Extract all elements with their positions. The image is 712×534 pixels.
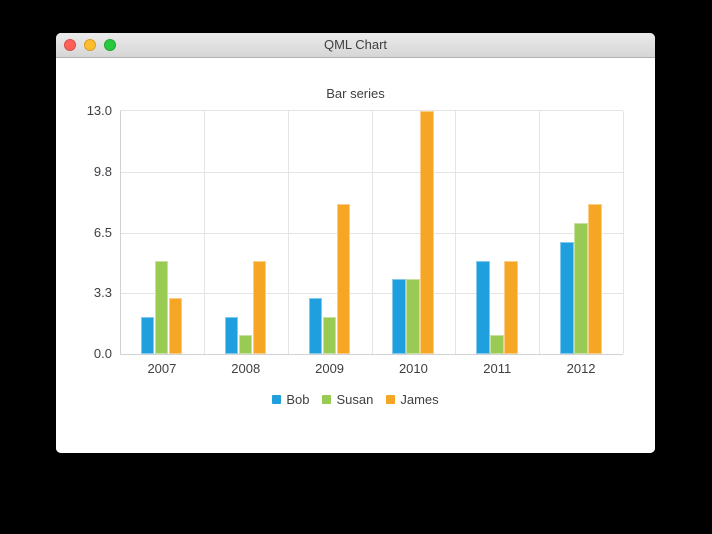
chart-title: Bar series (326, 86, 385, 101)
bar-bob-2009 (308, 297, 323, 354)
x-category-label: 2011 (483, 361, 512, 376)
x-category-label: 2012 (566, 361, 596, 376)
bar-bob-2011 (476, 260, 490, 354)
legend-marker-bob (272, 395, 282, 404)
bar-bob-2007 (140, 316, 155, 354)
v-gridline (203, 111, 205, 354)
legend-label: Bob (286, 392, 310, 407)
bar-james-2008 (252, 260, 267, 354)
legend-label: James (400, 392, 439, 407)
bar-bob-2008 (224, 316, 239, 354)
minimize-button[interactable] (84, 39, 96, 51)
bar-susan-2012 (574, 223, 588, 354)
bar-james-2009 (336, 204, 351, 354)
bar-james-2010 (420, 111, 434, 354)
legend-item-susan: Susan (322, 392, 373, 407)
x-category-label: 2010 (398, 361, 428, 376)
x-category-label: 2007 (147, 361, 177, 376)
h-gridline (120, 110, 623, 111)
v-gridline (623, 111, 624, 354)
bar-james-2012 (588, 204, 602, 354)
traffic-lights (64, 39, 116, 51)
v-gridline (455, 111, 457, 354)
v-gridline (371, 111, 373, 354)
v-gridline (120, 111, 121, 354)
y-tick-label: 6.5 (93, 224, 112, 240)
h-gridline (120, 354, 623, 355)
bar-susan-2007 (154, 260, 169, 354)
y-tick-label: 13.0 (86, 103, 112, 118)
legend-label: Susan (336, 392, 374, 407)
bar-susan-2008 (238, 335, 253, 354)
bar-susan-2009 (322, 316, 337, 354)
zoom-button[interactable] (104, 39, 116, 51)
x-category-label: 2009 (315, 361, 345, 376)
x-category-label: 2008 (231, 361, 261, 376)
window-title: QML Chart (323, 37, 388, 52)
bar-bob-2010 (392, 279, 406, 354)
legend-marker-james (386, 395, 396, 404)
legend-marker-susan (322, 395, 332, 404)
bar-james-2011 (504, 260, 518, 354)
bar-james-2007 (168, 297, 183, 354)
v-gridline (287, 111, 289, 354)
bar-bob-2012 (560, 241, 574, 354)
chart-legend: Bob Susan James (56, 392, 655, 407)
legend-item-bob: Bob (272, 392, 309, 407)
bar-chart: Bar series Bob Susan James 0.0 3.3 6.5 9.8 13.… (56, 58, 655, 453)
window-titlebar[interactable]: QML Chart (56, 33, 655, 58)
y-tick-label: 9.8 (93, 163, 112, 179)
v-gridline (539, 111, 541, 354)
y-tick-label: 3.3 (93, 285, 112, 301)
y-tick-label: 0.0 (93, 346, 112, 361)
close-button[interactable] (64, 39, 76, 51)
bar-susan-2011 (490, 335, 504, 354)
app-window: QML Chart Bar series Bob Susan James 0.0 3.… (56, 33, 655, 453)
bar-susan-2010 (406, 279, 420, 354)
legend-item-james: James (386, 392, 439, 407)
